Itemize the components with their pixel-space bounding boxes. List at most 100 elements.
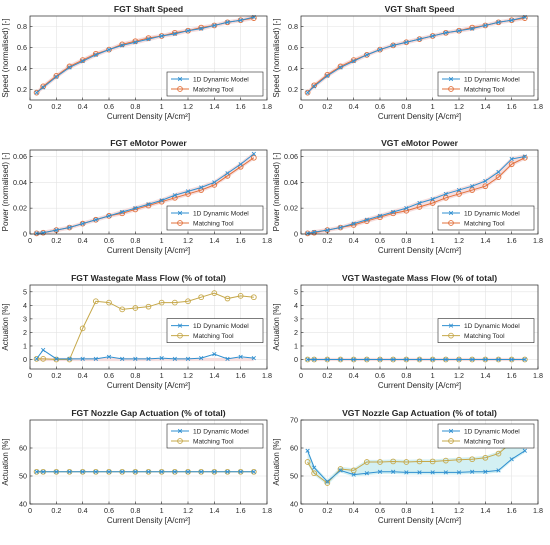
data-point (312, 84, 317, 89)
series-line (36, 349, 254, 360)
marker-stroke (483, 23, 488, 28)
x-tick-label: 0.6 (375, 236, 385, 245)
marker-stroke (509, 457, 514, 462)
data-point (225, 469, 230, 474)
data-point (417, 357, 422, 362)
data-point (429, 33, 436, 39)
y-tick-label: 60 (290, 444, 298, 453)
marker-stroke (377, 357, 383, 362)
marker-stroke (185, 356, 191, 361)
marker-stroke (120, 209, 125, 215)
marker-stroke (106, 469, 112, 474)
x-tick-label: 1 (160, 236, 164, 245)
marker-stroke (305, 357, 310, 362)
legend: 1D Dynamic Model Matching Tool (166, 71, 264, 97)
marker-stroke (41, 469, 46, 474)
marker-stroke (54, 74, 59, 80)
x-tick-label: 0.6 (104, 506, 114, 515)
marker-stroke (364, 217, 369, 222)
data-point (469, 187, 476, 193)
marker-stroke (483, 178, 488, 184)
data-point (212, 351, 217, 357)
x-axis-label: Current Density [A/cm²] (107, 516, 190, 525)
series-line (307, 450, 526, 483)
x-tick-label: 1.2 (183, 506, 193, 515)
data-point (430, 33, 435, 39)
marker-stroke (351, 59, 356, 64)
data-point (377, 213, 383, 219)
marker-stroke (146, 36, 151, 42)
data-point (495, 450, 502, 457)
data-point (120, 469, 125, 474)
x-tick-label: 1.8 (262, 371, 272, 380)
x-tick-label: 0.8 (130, 236, 140, 245)
series-line (307, 16, 525, 94)
x-tick-label: 1.8 (262, 236, 272, 245)
data-point (363, 459, 370, 465)
x-tick-label: 1.4 (209, 236, 219, 245)
legend-label: 1D Dynamic Model (193, 76, 249, 83)
chart-panel: 0 0.2 0.4 0.6 0.8 1 1.2 1.4 1.6 1.8 40 50 60 FGT Nozz… (1, 408, 272, 525)
y-tick-label: 0.06 (13, 152, 27, 161)
data-point (33, 355, 40, 362)
y-tick-label: 4 (294, 301, 298, 310)
x-tick-label: 1.6 (507, 102, 517, 111)
marker-stroke (377, 47, 383, 52)
data-point (119, 210, 126, 217)
data-point (93, 217, 98, 222)
data-point (429, 200, 436, 206)
x-tick-label: 0.4 (349, 371, 359, 380)
data-point (177, 220, 183, 226)
y-tick-label: 3 (23, 314, 27, 323)
data-point (364, 52, 369, 57)
x-tick-label: 0.2 (322, 371, 332, 380)
marker-stroke (133, 40, 138, 45)
data-point (53, 72, 60, 79)
data-point (172, 356, 177, 361)
marker-stroke (443, 191, 448, 197)
marker-stroke (448, 76, 454, 82)
marker-stroke (325, 357, 330, 362)
marker-stroke (80, 469, 85, 474)
marker-stroke (177, 323, 183, 328)
x-tick-label: 1.6 (236, 102, 246, 111)
x-tick-label: 1.2 (454, 371, 464, 380)
data-point (199, 469, 204, 474)
data-point (338, 225, 343, 230)
marker-stroke (509, 156, 514, 162)
marker-stroke (312, 357, 317, 362)
marker-stroke (338, 225, 343, 230)
legend-label: 1D Dynamic Model (464, 323, 520, 330)
marker-stroke (443, 357, 448, 362)
y-tick-label: 0.02 (284, 204, 298, 213)
y-tick-label: 1 (294, 341, 298, 350)
data-point (404, 357, 409, 362)
data-point (337, 466, 344, 472)
marker-stroke (199, 356, 204, 361)
marker-stroke (67, 225, 72, 230)
data-point (363, 51, 370, 58)
data-point (106, 46, 112, 53)
data-point (304, 89, 311, 96)
legend-label: Matching Tool (464, 333, 505, 340)
data-point (177, 323, 183, 328)
data-point (448, 428, 454, 434)
marker-stroke (212, 23, 217, 28)
data-point (311, 82, 318, 89)
data-point (443, 357, 448, 362)
marker-stroke (391, 43, 396, 48)
x-tick-label: 0 (28, 102, 32, 111)
chart-title: VGT Wastegate Mass Flow (% of total) (342, 273, 497, 283)
chart-panel: 0 0.2 0.4 0.6 0.8 1 1.2 1.4 1.6 1.8 0 1 2 3 4 5 FGT Wast… (1, 273, 272, 390)
marker-stroke (93, 356, 98, 361)
data-point (159, 356, 164, 361)
data-point (93, 52, 98, 57)
legend-label: 1D Dynamic Model (193, 323, 249, 330)
data-point (40, 355, 47, 362)
marker-stroke (120, 356, 125, 361)
data-point (54, 356, 59, 361)
legend-box (166, 423, 264, 449)
y-tick-label: 0.04 (13, 178, 27, 187)
x-tick-label: 1 (160, 371, 164, 380)
